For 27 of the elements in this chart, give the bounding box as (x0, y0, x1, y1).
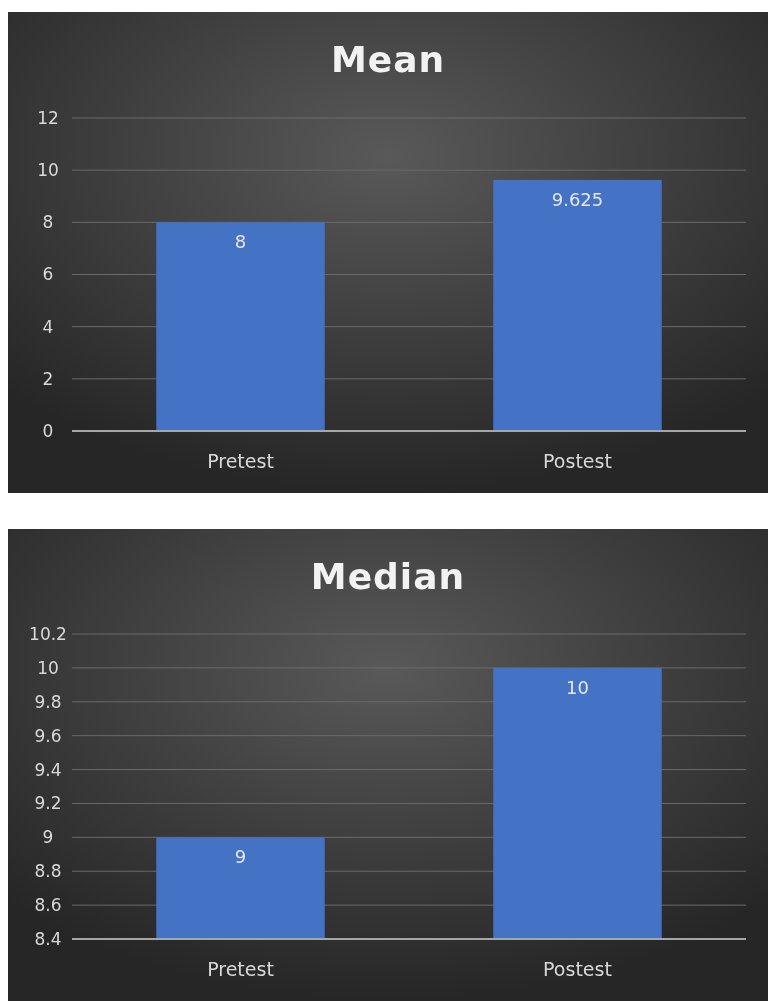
y-tick-label: 8.8 (34, 861, 62, 882)
y-tick-label: 8 (42, 212, 54, 233)
y-tick-label: 2 (42, 368, 54, 389)
x-tick-label: Postest (543, 450, 612, 472)
y-tick-label: 6 (42, 264, 54, 285)
y-tick-label: 8.6 (34, 895, 62, 916)
y-tick-label: 10 (37, 657, 59, 678)
x-tick-label: Pretest (207, 958, 274, 980)
y-tick-label: 10.2 (29, 623, 67, 644)
y-tick-label: 9.4 (34, 759, 62, 780)
y-tick-label: 9.8 (34, 691, 62, 712)
y-tick-label: 9.2 (34, 793, 62, 814)
y-tick-label: 4 (42, 316, 54, 337)
y-tick-label: 8.4 (34, 928, 62, 949)
y-tick-label: 0 (42, 420, 54, 441)
x-tick-label: Pretest (207, 450, 274, 472)
chart-title: Median (310, 556, 466, 597)
y-tick-label: 10 (37, 160, 59, 181)
y-tick-label: 9 (42, 827, 54, 848)
y-tick-label: 9.6 (34, 725, 62, 746)
data-label: 9 (234, 846, 247, 868)
y-tick-label: 12 (37, 107, 59, 128)
data-label: 8 (234, 231, 247, 253)
data-label: 10 (566, 676, 589, 698)
chart-title: Mean (330, 39, 446, 80)
data-label: 9.625 (551, 188, 604, 210)
x-tick-label: Postest (543, 958, 612, 980)
